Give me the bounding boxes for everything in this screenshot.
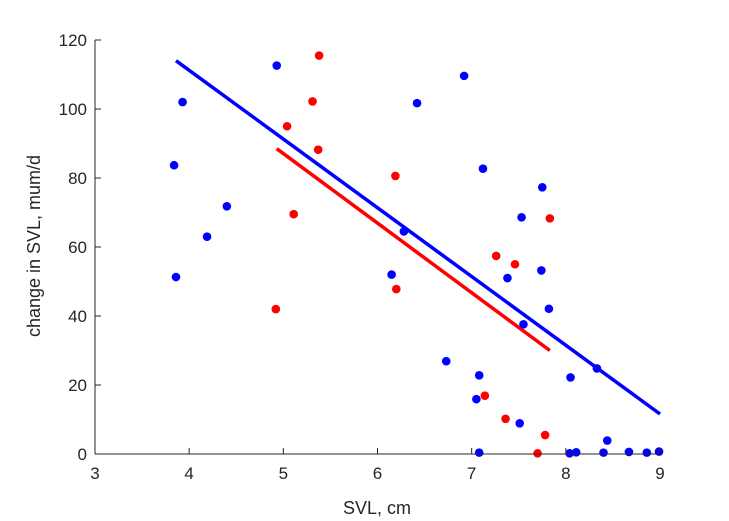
data-point-series-1	[412, 98, 422, 108]
data-point-series-1	[441, 356, 451, 366]
data-point-series-1	[515, 418, 524, 428]
data-point-series-1	[272, 61, 282, 70]
data-point-series-2	[282, 121, 292, 131]
data-point-series-2	[480, 391, 490, 400]
data-point-series-1	[387, 270, 396, 279]
data-point-series-1	[544, 304, 554, 314]
x-axis-label: SVL, cm	[343, 498, 411, 518]
x-tick-label: 8	[561, 464, 570, 483]
data-point-series-1	[642, 448, 652, 457]
y-tick-label: 100	[59, 100, 87, 119]
data-point-series-2	[308, 97, 317, 106]
data-point-series-2	[314, 51, 324, 60]
data-point-series-2	[545, 214, 555, 223]
y-tick-label: 120	[59, 31, 87, 50]
x-axis-ticks: 3 4 5 6 7 8 9	[90, 448, 665, 483]
data-point-series-1	[474, 448, 484, 457]
data-point-series-1	[571, 447, 581, 457]
y-tick-label: 20	[68, 376, 87, 395]
data-point-series-2	[510, 259, 520, 269]
y-tick-label: 40	[68, 307, 87, 326]
data-point-series-1	[592, 364, 602, 373]
data-point-series-1	[517, 213, 526, 222]
data-point-series-1	[178, 97, 187, 107]
data-point-series-1	[222, 201, 232, 211]
fit-lines	[174, 59, 662, 416]
x-tick-label: 7	[467, 464, 476, 483]
data-point-series-1	[519, 319, 528, 329]
data-point-series-1	[399, 227, 409, 236]
data-points	[169, 51, 664, 458]
data-point-series-1	[503, 273, 512, 283]
data-point-series-1	[624, 447, 634, 457]
y-axis-label: change in SVL, mum/d	[24, 155, 44, 337]
data-point-series-1	[171, 272, 181, 282]
data-point-series-2	[313, 145, 323, 155]
x-tick-label: 5	[279, 464, 288, 483]
data-point-series-1	[459, 71, 469, 81]
data-point-series-1	[654, 447, 664, 456]
data-point-series-2	[491, 251, 501, 261]
data-point-series-1	[169, 160, 179, 170]
x-tick-label: 6	[373, 464, 382, 483]
y-axis-ticks: 0 20 40 60 80 100 120	[59, 31, 101, 464]
x-tick-label: 3	[90, 464, 99, 483]
data-point-series-2	[533, 449, 542, 458]
data-point-series-1	[472, 394, 481, 404]
data-point-series-1	[566, 373, 575, 382]
data-point-series-1	[537, 183, 547, 192]
data-point-series-2	[540, 430, 550, 440]
data-point-series-2	[391, 171, 400, 181]
y-tick-label: 60	[68, 238, 87, 257]
data-point-series-2	[289, 209, 298, 219]
data-point-series-2	[271, 304, 281, 314]
data-point-series-2	[501, 414, 510, 424]
data-point-series-1	[478, 164, 488, 173]
data-point-series-1	[599, 448, 608, 457]
fit-line-series-1	[174, 59, 662, 416]
fit-line-series-2	[275, 147, 551, 352]
data-point-series-2	[392, 284, 401, 294]
y-tick-label: 0	[78, 445, 87, 464]
x-tick-label: 4	[184, 464, 193, 483]
x-tick-label: 9	[655, 464, 664, 483]
data-point-series-1	[202, 232, 212, 241]
data-point-series-1	[474, 371, 484, 380]
data-point-series-1	[565, 449, 574, 458]
y-tick-label: 80	[68, 169, 87, 188]
data-point-series-1	[602, 436, 612, 445]
data-point-series-1	[537, 266, 546, 275]
